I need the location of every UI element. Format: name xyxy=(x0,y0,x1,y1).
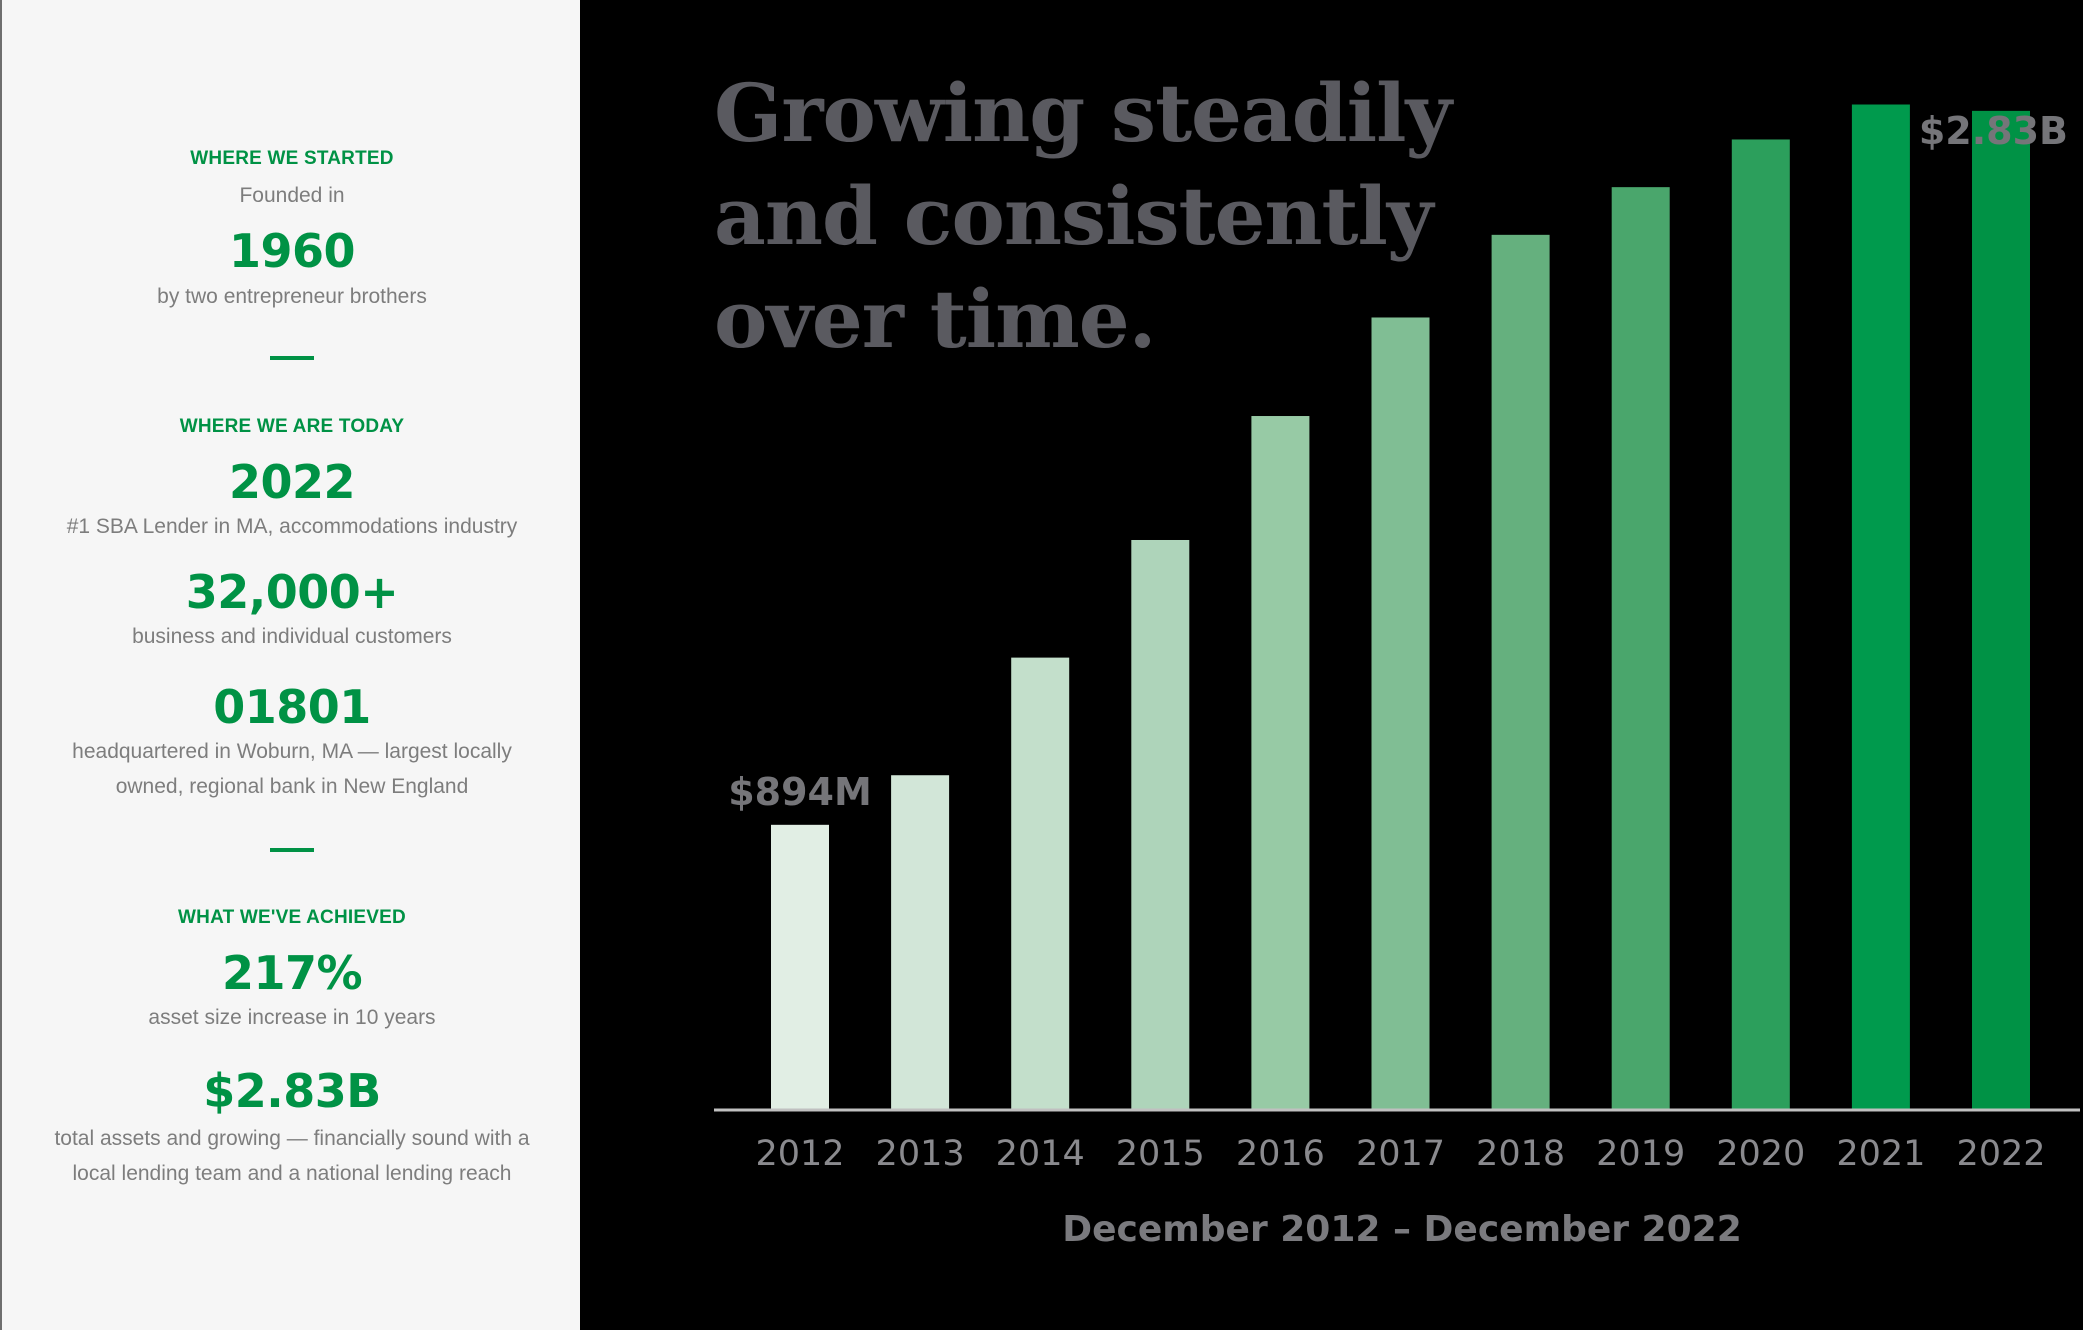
stat-value-increase: 217% xyxy=(221,946,363,1000)
section-label-achieved: WHAT WE'VE ACHIEVED xyxy=(178,907,406,928)
stat-value-assets: $2.83B xyxy=(203,1064,381,1118)
bar-2017 xyxy=(1371,317,1430,1109)
stats-sidebar: WHERE WE STARTED Founded in 1960 by two … xyxy=(0,0,580,1330)
stat-value-customers: 32,000+ xyxy=(185,565,399,619)
stat-value-zip: 01801 xyxy=(213,680,371,734)
stat-desc-hq-line: headquartered in Woburn, MA — largest lo… xyxy=(72,740,512,763)
x-tick-label: 2021 xyxy=(1836,1134,1925,1174)
stat-desc-assets: total assets and growing — financially s… xyxy=(22,1121,562,1191)
section-label-today: WHERE WE ARE TODAY xyxy=(179,416,405,437)
stat-value-year: 2022 xyxy=(228,455,356,509)
x-tick-label: 2016 xyxy=(1236,1134,1325,1174)
x-tick-label: 2013 xyxy=(876,1134,965,1174)
x-tick-label: 2019 xyxy=(1596,1134,1685,1174)
bar-2014 xyxy=(1011,657,1070,1109)
data-label: $894M xyxy=(728,770,872,814)
section-label-started: WHERE WE STARTED xyxy=(190,148,394,169)
bar-2015 xyxy=(1131,539,1190,1109)
headline-line: Growing steadily xyxy=(714,66,1452,160)
stat-desc-assets-line: total assets and growing — financially s… xyxy=(54,1127,530,1150)
x-tick-label: 2022 xyxy=(1956,1134,2045,1174)
stat-desc-customers: business and individual customers xyxy=(132,625,452,648)
x-tick-label: 2012 xyxy=(755,1134,844,1174)
stat-desc-hq: headquartered in Woburn, MA — largest lo… xyxy=(22,734,562,804)
x-axis-title: December 2012 – December 2022 xyxy=(1062,1209,1742,1250)
bar-2018 xyxy=(1491,234,1550,1110)
headline-line: and consistently xyxy=(714,169,1433,263)
x-tick-label: 2015 xyxy=(1116,1134,1205,1174)
stat-desc-increase: asset size increase in 10 years xyxy=(148,1006,436,1029)
stat-desc-assets-line: local lending team and a national lendin… xyxy=(72,1162,512,1185)
stat-desc-hq-line: owned, regional bank in New England xyxy=(115,775,469,798)
x-tick-label: 2018 xyxy=(1476,1134,1565,1174)
stat-desc-sba: #1 SBA Lender in MA, accommodations indu… xyxy=(66,515,518,538)
bar-2021 xyxy=(1851,104,1910,1109)
chart-headline: Growing steadily and consistently over t… xyxy=(714,62,1452,371)
x-tick-label: 2020 xyxy=(1716,1134,1805,1174)
bar-2016 xyxy=(1251,416,1310,1109)
founded-year: 1960 xyxy=(228,224,356,278)
bar-2012 xyxy=(771,824,829,1109)
bar-2020 xyxy=(1731,139,1790,1109)
x-tick-label: 2014 xyxy=(996,1134,1085,1174)
bar-2022 xyxy=(1972,110,2030,1110)
x-tick-label: 2017 xyxy=(1356,1134,1445,1174)
headline-line: over time. xyxy=(714,272,1156,366)
bar-2019 xyxy=(1611,187,1670,1110)
section-divider xyxy=(270,848,314,852)
founded-desc: by two entrepreneur brothers xyxy=(157,285,427,308)
founded-intro: Founded in xyxy=(239,184,345,207)
data-label: $2.83B xyxy=(1919,109,2068,153)
bar-2013 xyxy=(891,775,950,1109)
section-divider xyxy=(270,356,314,360)
